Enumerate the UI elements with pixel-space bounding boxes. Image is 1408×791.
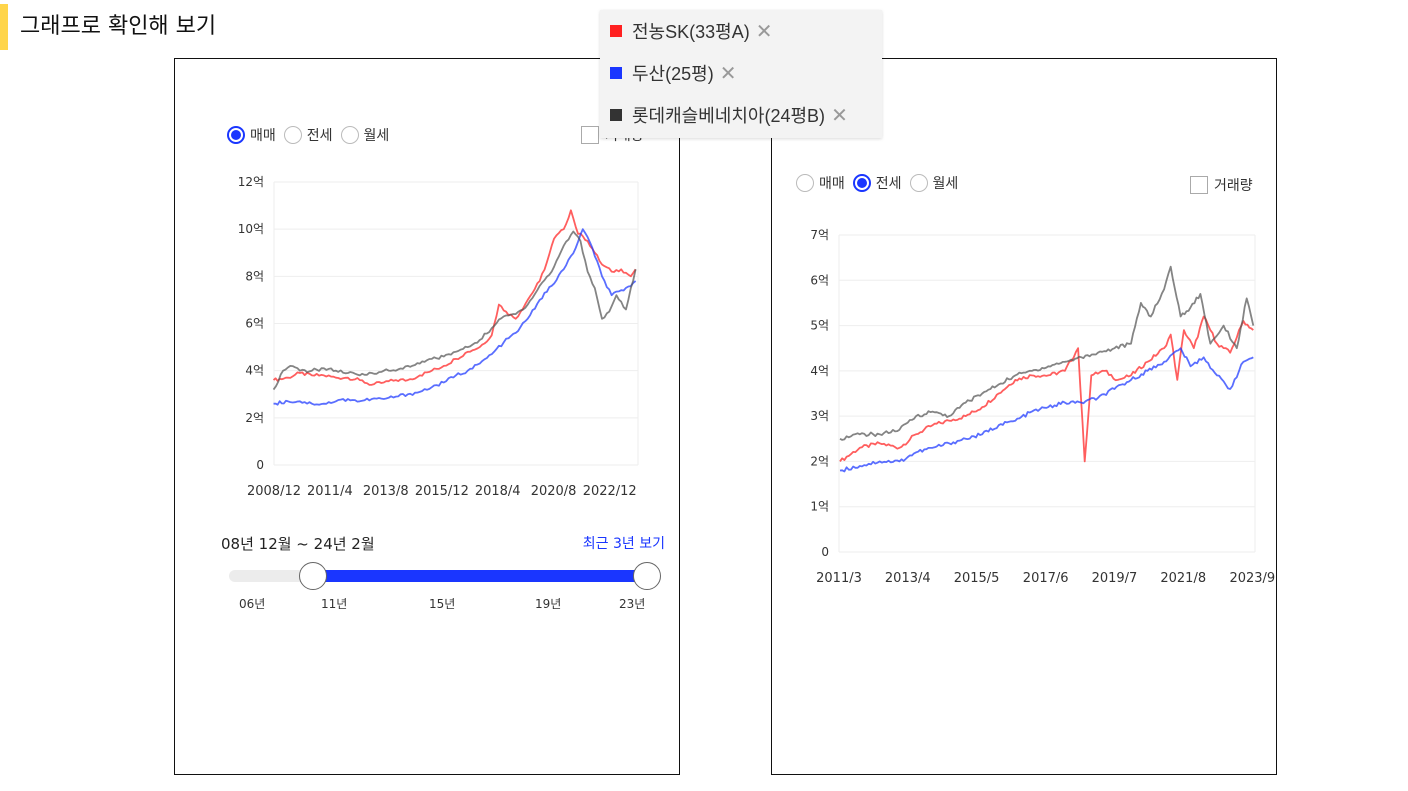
- y-tick-label: 2억: [810, 454, 829, 468]
- radio-sale-dot: [227, 126, 245, 144]
- radio-sale[interactable]: 매매: [227, 125, 276, 145]
- chart-panel-sale: 매매 전세 월세 거래량 02억4억6억8억10억12억2008/122011/…: [174, 58, 680, 775]
- legend-item: 롯데캐슬베네치아(24평B) ✕: [600, 94, 882, 136]
- radio-sale-label: 매매: [819, 176, 845, 192]
- y-tick-label: 1억: [810, 500, 829, 514]
- slider-tick-label: 06년: [239, 597, 266, 611]
- volume-checkbox-box: [1190, 176, 1208, 194]
- legend-swatch: [610, 67, 622, 79]
- close-icon[interactable]: ✕: [719, 62, 737, 85]
- date-range-text: 08년 12월 ~ 24년 2월: [221, 535, 375, 553]
- legend-swatch: [610, 109, 622, 121]
- slider-tick-label: 11년: [321, 597, 348, 611]
- legend-label: 두산(25평): [632, 64, 714, 84]
- series-legend-popup: 전농SK(33평A) ✕ 두산(25평) ✕ 롯데캐슬베네치아(24평B) ✕: [600, 10, 882, 138]
- radio-monthly[interactable]: 월세: [340, 125, 390, 145]
- y-tick-label: 6억: [810, 273, 829, 287]
- volume-checkbox[interactable]: 거래량: [1190, 175, 1253, 195]
- x-tick-label: 2011/3: [816, 571, 862, 586]
- series-line: [839, 315, 1254, 463]
- y-tick-label: 2억: [245, 411, 264, 425]
- x-tick-label: 2020/8: [531, 484, 577, 499]
- radio-sale-dot: [796, 174, 814, 192]
- legend-swatch: [610, 25, 622, 37]
- x-tick-label: 2023/9: [1229, 571, 1275, 586]
- x-tick-label: 2013/8: [363, 484, 409, 499]
- radio-jeonse-dot: [283, 126, 302, 144]
- y-tick-label: 7억: [810, 228, 829, 242]
- jeonse-price-chart: 0 1억 2억 3억 4억 5억 6억 7억 2011/3 2013/4 2015/5 2017/6 2…: [810, 228, 1275, 586]
- chart-panel-jeonse: 매매 전세 월세 거래량 0 1억 2억 3억 4억 5억 6억 7억 2011/3 2013/4…: [771, 58, 1277, 775]
- y-tick-label: 4억: [810, 364, 829, 378]
- radio-sale-label: 매매: [250, 128, 276, 144]
- radio-sale[interactable]: 매매: [796, 173, 845, 193]
- y-tick-label: 12억: [238, 175, 264, 189]
- y-tick-label: 0: [256, 458, 264, 472]
- radio-monthly[interactable]: 월세: [909, 173, 959, 193]
- page-title: 그래프로 확인해 보기: [20, 14, 217, 39]
- volume-checkbox-label: 거래량: [1214, 178, 1253, 194]
- x-tick-label: 2013/4: [885, 571, 931, 586]
- y-tick-label: 0: [821, 545, 829, 559]
- period-slider-fill: [313, 570, 645, 582]
- x-tick-label: 2022/12: [583, 484, 637, 499]
- x-tick-label: 2017/6: [1023, 571, 1069, 586]
- trade-type-radio-group: 매매 전세 월세: [227, 125, 397, 145]
- series-line: [839, 265, 1255, 441]
- x-tick-label: 2019/7: [1092, 571, 1138, 586]
- slider-tick-label: 19년: [535, 597, 562, 611]
- radio-jeonse-label: 전세: [306, 128, 333, 144]
- legend-item: 전농SK(33평A) ✕: [600, 10, 882, 52]
- period-slider-start-handle[interactable]: [299, 562, 327, 590]
- radio-jeonse-label: 전세: [875, 176, 902, 192]
- close-icon[interactable]: ✕: [755, 20, 773, 43]
- trade-type-radio-group: 매매 전세 월세: [796, 173, 966, 193]
- slider-tick-label: 15년: [429, 597, 456, 611]
- legend-label: 전농SK(33평A): [632, 22, 750, 42]
- series-line: [272, 209, 637, 386]
- series-line: [272, 230, 637, 391]
- sale-price-chart: 0 2억 4억 6억 8억 10억 12억 2008/12 2011/4 2013/8 2015/1…: [238, 175, 639, 499]
- x-tick-label: 2015/12: [415, 484, 469, 499]
- x-tick-label: 2021/8: [1160, 571, 1206, 586]
- radio-jeonse[interactable]: 전세: [283, 125, 333, 145]
- radio-monthly-dot: [340, 126, 359, 144]
- radio-jeonse-dot: [852, 174, 871, 192]
- slider-tick-label: 23년: [619, 597, 646, 611]
- period-slider-end-handle[interactable]: [633, 562, 661, 590]
- close-icon[interactable]: ✕: [831, 104, 848, 127]
- y-tick-label: 4억: [245, 364, 264, 378]
- y-tick-label: 10억: [238, 222, 264, 236]
- x-tick-label: 2018/4: [475, 484, 521, 499]
- radio-monthly-label: 월세: [363, 128, 390, 144]
- legend-label: 롯데캐슬베네치아(24평B): [632, 106, 826, 126]
- y-tick-label: 8억: [245, 269, 264, 283]
- title-accent-bar: [0, 4, 8, 50]
- radio-monthly-label: 월세: [932, 176, 959, 192]
- x-tick-label: 2008/12: [247, 484, 301, 499]
- legend-item: 두산(25평) ✕: [600, 52, 882, 94]
- y-tick-label: 5억: [810, 319, 829, 333]
- y-tick-label: 6억: [245, 317, 264, 331]
- series-line: [839, 347, 1254, 473]
- radio-monthly-dot: [909, 174, 928, 192]
- x-tick-label: 2011/4: [307, 484, 353, 499]
- y-tick-label: 3억: [810, 409, 829, 423]
- x-tick-label: 2015/5: [954, 571, 1000, 586]
- volume-checkbox-box: [581, 126, 599, 144]
- series-line: [273, 228, 637, 406]
- recent-3-years-link[interactable]: 최근 3년 보기: [582, 536, 665, 552]
- radio-jeonse[interactable]: 전세: [852, 173, 902, 193]
